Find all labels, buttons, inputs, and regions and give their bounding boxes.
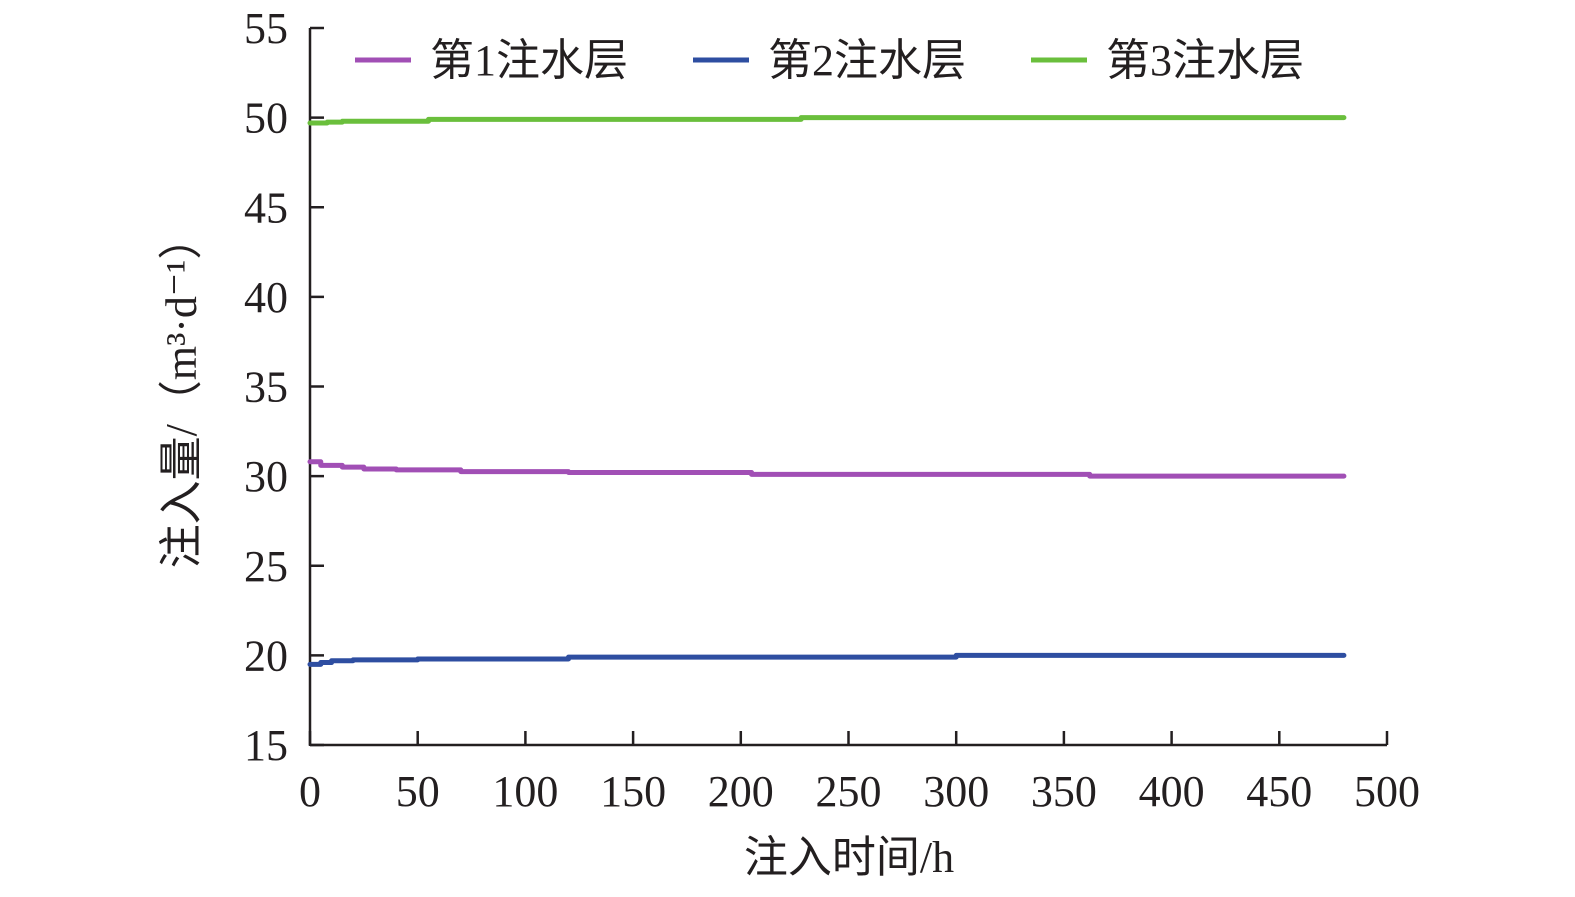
x-tick-label: 50 bbox=[396, 767, 440, 816]
series-line-3 bbox=[307, 115, 1347, 126]
ticks: 0 50 100 150 200 250 300 350 400 450 500 15 20 25 30 35… bbox=[244, 4, 1420, 816]
x-tick-label: 500 bbox=[1354, 767, 1420, 816]
legend: 第1注水层 第2注水层 第3注水层 bbox=[355, 36, 1304, 85]
legend-label-3: 第3注水层 bbox=[1106, 36, 1304, 85]
y-tick-label: 35 bbox=[244, 363, 288, 412]
y-tick-label: 40 bbox=[244, 273, 288, 322]
series-line-1 bbox=[307, 459, 1347, 479]
axes bbox=[308, 28, 1387, 747]
y-tick-label: 45 bbox=[244, 183, 288, 232]
x-tick-label: 200 bbox=[708, 767, 774, 816]
x-tick-label: 450 bbox=[1246, 767, 1312, 816]
y-tick-label: 25 bbox=[244, 542, 288, 591]
x-tick-label: 100 bbox=[492, 767, 558, 816]
x-tick-label: 150 bbox=[600, 767, 666, 816]
y-tick-label: 15 bbox=[244, 721, 288, 770]
series-line-2 bbox=[307, 652, 1347, 667]
x-tick-label: 300 bbox=[923, 767, 989, 816]
y-tick-label: 20 bbox=[244, 631, 288, 680]
series-lines bbox=[307, 115, 1347, 667]
x-tick-label: 350 bbox=[1031, 767, 1097, 816]
legend-label-1: 第1注水层 bbox=[430, 36, 628, 85]
y-tick-label: 30 bbox=[244, 452, 288, 501]
y-axis-title: 注入量/（m³·d⁻¹） bbox=[157, 216, 206, 569]
x-tick-label: 0 bbox=[299, 767, 321, 816]
x-axis-title: 注入时间/h bbox=[744, 833, 954, 882]
legend-label-2: 第2注水层 bbox=[768, 36, 966, 85]
x-tick-label: 250 bbox=[816, 767, 882, 816]
y-tick-label: 50 bbox=[244, 94, 288, 143]
axis-titles: 注入时间/h 注入量/（m³·d⁻¹） bbox=[157, 216, 954, 882]
x-tick-label: 400 bbox=[1139, 767, 1205, 816]
y-tick-label: 55 bbox=[244, 4, 288, 53]
